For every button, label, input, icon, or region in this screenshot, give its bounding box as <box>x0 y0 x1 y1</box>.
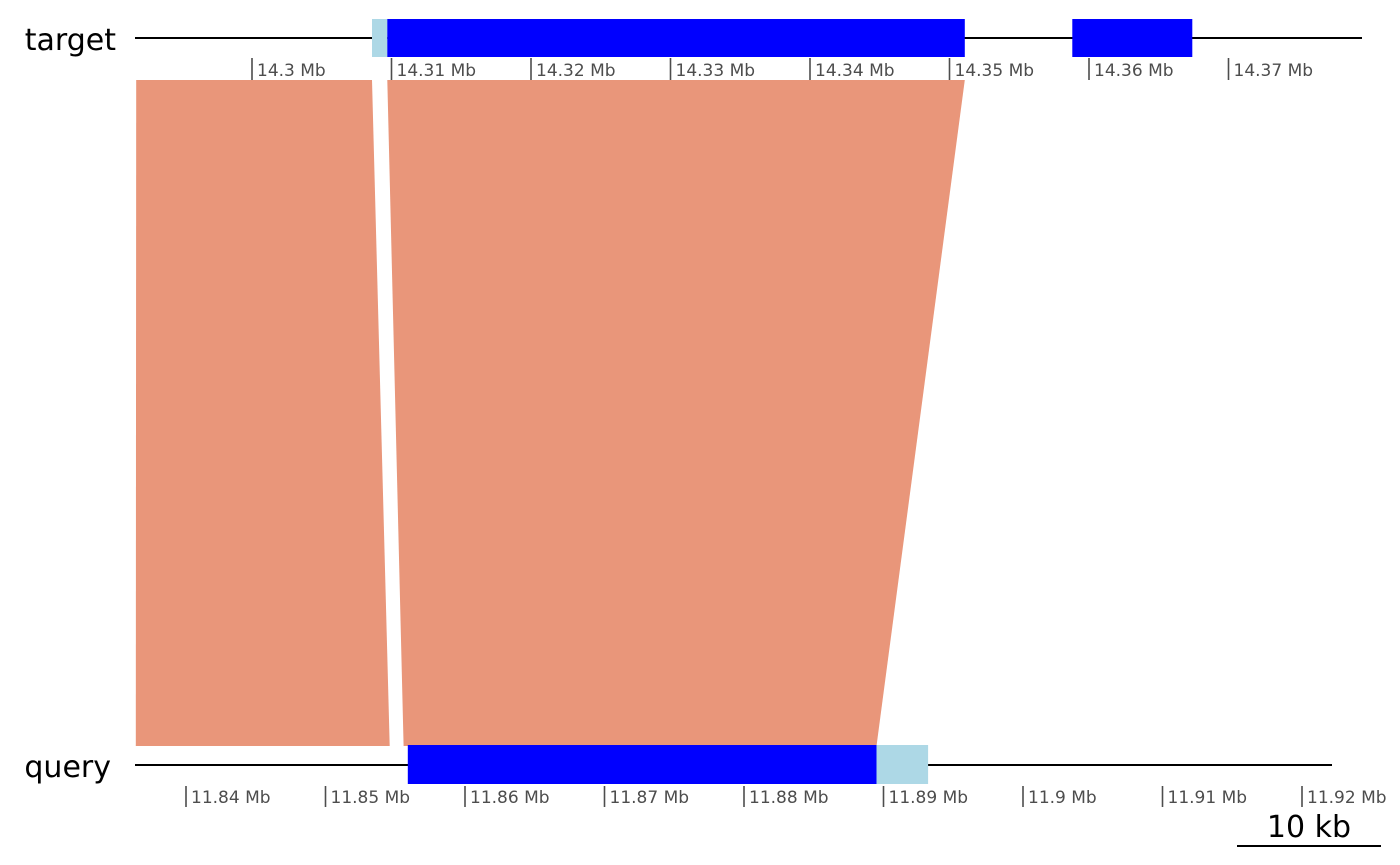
alignment-ribbon-left <box>135 80 390 746</box>
target-light-segment <box>372 19 388 57</box>
query-track: query 11.84 Mb 11.85 Mb 11.86 Mb 11.87 Mb 11… <box>24 745 1387 808</box>
target-tick-label-4: 14.34 Mb <box>815 61 895 81</box>
query-tick-label-7: 11.91 Mb <box>1168 788 1248 808</box>
query-features <box>407 745 929 784</box>
target-tick-label-0: 14.3 Mb <box>257 61 326 81</box>
scale-bar: 10 kb <box>1237 810 1381 847</box>
query-blue-block <box>407 745 877 784</box>
target-blue-block-1 <box>387 19 965 57</box>
target-track-label: target <box>25 23 116 58</box>
query-tick-label-6: 11.9 Mb <box>1028 788 1097 808</box>
target-tick-label-3: 14.33 Mb <box>676 61 756 81</box>
query-tick-label-0: 11.84 Mb <box>191 788 271 808</box>
query-tick-label-3: 11.87 Mb <box>610 788 690 808</box>
query-track-label: query <box>24 750 111 785</box>
target-tick-label-6: 14.36 Mb <box>1094 61 1174 81</box>
target-features <box>372 19 1193 57</box>
alignments-layer <box>135 80 965 746</box>
target-tick-label-2: 14.32 Mb <box>536 61 616 81</box>
query-tick-label-2: 11.86 Mb <box>470 788 550 808</box>
query-tick-label-4: 11.88 Mb <box>749 788 829 808</box>
target-tick-label-1: 14.31 Mb <box>397 61 477 81</box>
query-tick-label-1: 11.85 Mb <box>331 788 411 808</box>
query-light-segment <box>876 745 929 784</box>
alignment-ribbon-right <box>387 80 965 746</box>
target-track: target 14.3 Mb 14.31 Mb 14.32 Mb 14.33 Mb 14… <box>25 19 1362 81</box>
target-tick-label-7: 14.37 Mb <box>1234 61 1314 81</box>
target-blue-block-2 <box>1072 19 1193 57</box>
query-tick-label-5: 11.89 Mb <box>889 788 969 808</box>
query-tick-label-8: 11.92 Mb <box>1307 788 1387 808</box>
query-ticks: 11.84 Mb 11.85 Mb 11.86 Mb 11.87 Mb 11.88 Mb… <box>185 786 1387 808</box>
scale-bar-label: 10 kb <box>1267 810 1351 845</box>
target-tick-label-5: 14.35 Mb <box>955 61 1035 81</box>
target-ticks: 14.3 Mb 14.31 Mb 14.32 Mb 14.33 Mb 14.34 Mb 1… <box>251 58 1314 81</box>
